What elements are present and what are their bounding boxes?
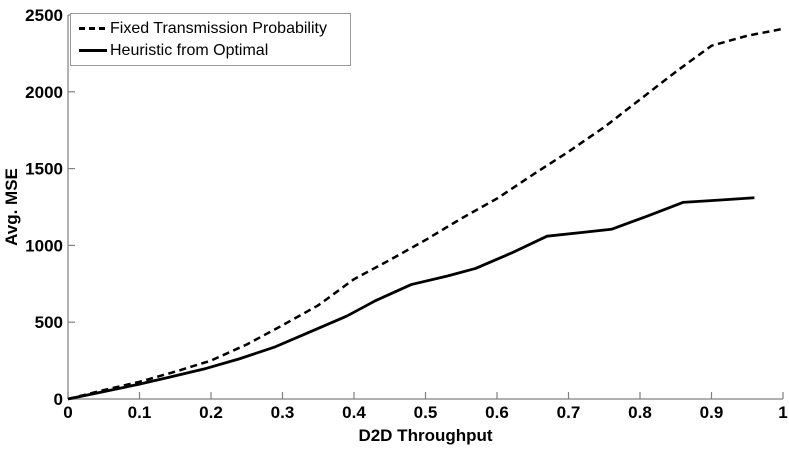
x-tick-label: 0 — [63, 403, 72, 422]
series-line-dashed — [67, 27, 784, 401]
x-tick-label: 0.1 — [128, 403, 152, 422]
x-tick-label: 0.5 — [414, 403, 438, 422]
legend-item-fixed-transmission: Fixed Transmission Probability — [79, 19, 344, 38]
x-tick-label: 0.2 — [199, 403, 223, 422]
x-tick-label: 0.9 — [700, 403, 724, 422]
dashed-line-sample — [79, 27, 107, 30]
y-tick-label: 1500 — [25, 160, 63, 179]
y-tick-label: 0 — [54, 390, 63, 409]
legend-label-heuristic: Heuristic from Optimal — [110, 42, 269, 59]
solid-line-sample — [79, 49, 107, 52]
x-tick-label: 0.3 — [271, 403, 295, 422]
x-tick-label: 0.6 — [485, 403, 509, 422]
x-tick-label: 0.8 — [628, 403, 652, 422]
legend: Fixed Transmission Probability Heuristic… — [70, 13, 351, 66]
y-tick-label: 2500 — [25, 6, 63, 25]
y-tick-label: 2000 — [25, 83, 63, 102]
x-tick-label: 0.4 — [342, 403, 366, 422]
y-tick-label: 1000 — [25, 236, 63, 255]
x-axis-title: D2D Throughput — [358, 426, 492, 445]
y-axis-title: Avg. MSE — [2, 168, 21, 246]
x-tick-label: 1 — [778, 403, 787, 422]
series-line-solid — [67, 196, 755, 401]
legend-label-fixed-transmission: Fixed Transmission Probability — [110, 20, 327, 37]
x-tick-label: 0.7 — [557, 403, 581, 422]
legend-item-heuristic: Heuristic from Optimal — [79, 41, 344, 60]
y-tick-label: 500 — [35, 313, 63, 332]
